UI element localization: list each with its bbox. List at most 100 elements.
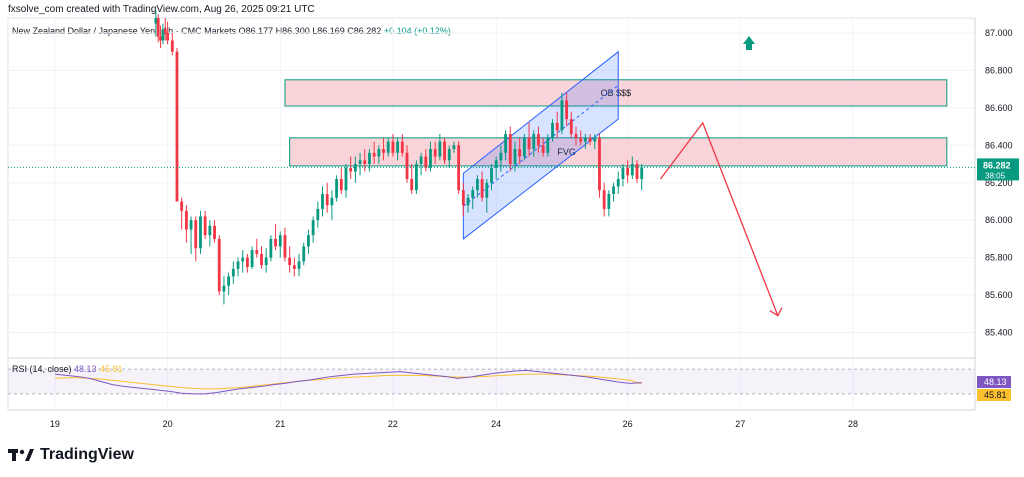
- candle-body: [166, 32, 170, 41]
- candle-body: [203, 216, 207, 236]
- fair-value-gap-label: FVG: [557, 147, 576, 157]
- candle-body: [274, 238, 277, 247]
- candle-body: [325, 193, 329, 206]
- countdown-label: 38:05: [985, 171, 1006, 180]
- rsi-ma-badge: [977, 389, 1011, 401]
- candle-body: [598, 137, 601, 191]
- candle-body: [602, 190, 606, 209]
- candle-body: [461, 190, 465, 206]
- candle-body: [626, 167, 630, 176]
- y-tick-label: 86.800: [985, 65, 1013, 75]
- rsi-title: RSI (14, close): [12, 364, 72, 374]
- open-value: O86.177: [238, 26, 274, 36]
- candle-body: [382, 149, 385, 153]
- candle-body: [499, 152, 503, 161]
- projection-arrowhead: [769, 307, 783, 317]
- candle-body: [344, 167, 348, 191]
- last-price-badge: [977, 158, 1019, 181]
- candle-body: [447, 149, 451, 161]
- candle-body: [163, 29, 167, 33]
- last-price-label: 86.282: [983, 160, 1011, 170]
- candle-body: [532, 134, 536, 150]
- candle-body: [635, 164, 639, 180]
- candle-body: [485, 182, 489, 198]
- low-value: L86.169: [312, 26, 345, 36]
- change-value: +0.104 (+0.12%): [383, 26, 451, 36]
- candle-body: [630, 164, 634, 176]
- candle-body: [175, 51, 179, 202]
- rsi-band: [8, 369, 975, 394]
- candle-body: [217, 238, 221, 292]
- rsi-ma-line: [54, 373, 642, 390]
- candle-body: [396, 141, 400, 153]
- candle-body: [339, 179, 343, 191]
- grid: [7, 17, 976, 411]
- candle-body: [400, 141, 404, 153]
- candle-body: [541, 145, 545, 153]
- candle-body: [292, 265, 296, 269]
- candle-body: [583, 137, 587, 142]
- high-value: H86.300: [275, 26, 310, 36]
- y-tick-label: 86.600: [985, 103, 1013, 113]
- candle-body: [330, 197, 334, 206]
- x-tick-label: 24: [491, 419, 501, 429]
- candle-body: [490, 167, 493, 183]
- rsi-ma-value-text: 45.81: [100, 364, 123, 374]
- candle-body: [213, 225, 216, 239]
- x-tick-label: 21: [275, 419, 285, 429]
- candle-body: [513, 149, 517, 165]
- y-tick-label: 87.000: [985, 28, 1013, 38]
- candle-body: [574, 134, 578, 138]
- candle-body: [537, 134, 540, 146]
- candle-body: [410, 179, 414, 191]
- candle-body: [236, 261, 240, 269]
- rsi-ma-badge-label: 45.81: [984, 390, 1007, 400]
- candle-body: [189, 220, 193, 230]
- candle-body: [260, 253, 263, 266]
- x-tick-label: 26: [623, 419, 633, 429]
- candle-body: [560, 100, 564, 131]
- candle-body: [386, 141, 390, 153]
- candle-body: [569, 119, 573, 135]
- candle-body: [161, 29, 165, 41]
- candle-body: [208, 225, 212, 236]
- candle-body: [349, 167, 353, 172]
- candle-body: [321, 193, 324, 209]
- x-tick-label: 20: [163, 419, 173, 429]
- candle-body: [414, 164, 418, 191]
- candle-body: [184, 210, 188, 230]
- x-tick-label: 19: [50, 419, 60, 429]
- candle-body: [480, 179, 484, 198]
- rsi-badge: [977, 376, 1011, 388]
- projection-path: [659, 121, 779, 316]
- candle-body: [180, 201, 184, 211]
- candle-body: [241, 257, 245, 262]
- zones: OB $$$ FVG: [284, 79, 948, 167]
- candle-body: [471, 190, 475, 198]
- candle-body: [494, 160, 498, 168]
- brand: TradingView: [8, 446, 134, 464]
- symbol-name: New Zealand Dollar / Japanese Yen · 1h ·…: [12, 26, 237, 36]
- candle-body: [159, 36, 162, 41]
- rsi-badge-label: 48.13: [984, 377, 1007, 387]
- candle-body: [476, 179, 479, 191]
- candle-body: [231, 268, 235, 277]
- candle-body: [227, 276, 231, 286]
- candle-body: [640, 167, 644, 180]
- order-block-label: OB $$$: [601, 88, 632, 98]
- candle-body: [311, 220, 315, 236]
- candle-body: [316, 208, 320, 221]
- candle-body: [546, 137, 550, 153]
- x-tick-label: 22: [388, 419, 398, 429]
- candle-body: [297, 261, 301, 269]
- candle-body: [588, 137, 592, 142]
- candle-body: [372, 152, 376, 157]
- candle-body: [527, 137, 531, 150]
- candle-body: [250, 250, 254, 268]
- candle-body: [433, 149, 437, 157]
- candle-body: [466, 197, 470, 206]
- candle-body: [288, 257, 292, 266]
- candle-body: [245, 257, 249, 268]
- candle-body: [452, 145, 456, 150]
